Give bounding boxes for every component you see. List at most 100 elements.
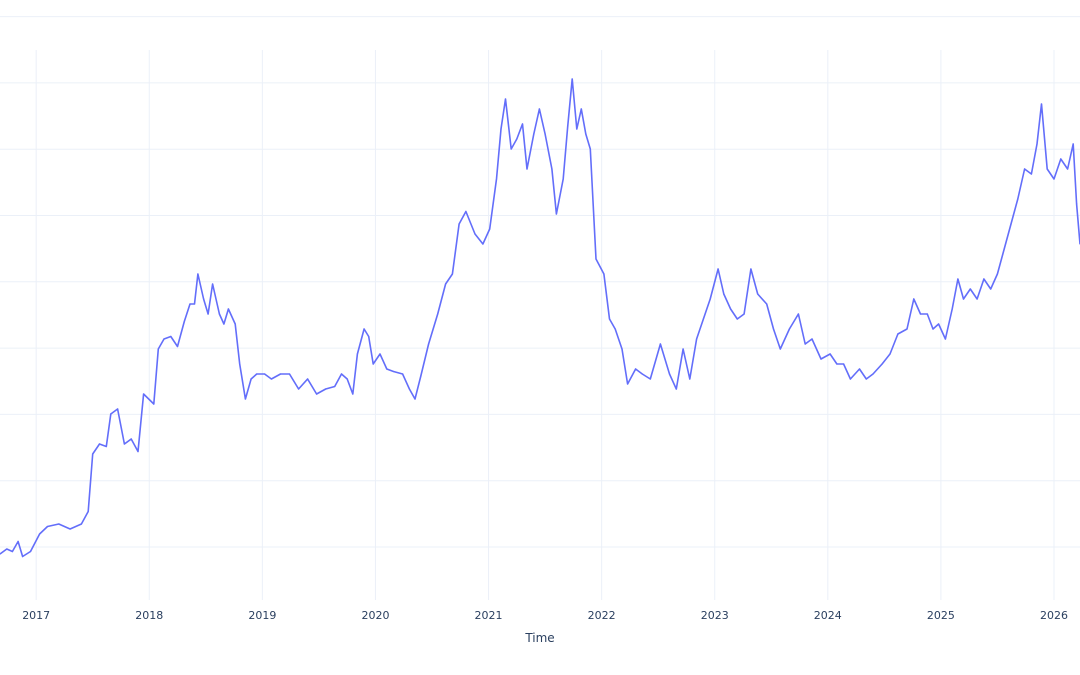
data-point <box>797 313 800 315</box>
data-point <box>1036 143 1038 145</box>
data-point <box>983 278 985 280</box>
data-point <box>603 273 605 275</box>
data-point <box>723 293 725 295</box>
data-point <box>641 373 643 375</box>
data-point <box>510 148 512 150</box>
data-point <box>709 298 711 300</box>
data-point <box>1067 168 1069 170</box>
data-point <box>176 345 179 348</box>
data-point <box>788 328 791 330</box>
data-point <box>1053 178 1055 180</box>
data-point <box>1017 198 1019 200</box>
data-point <box>635 368 637 370</box>
data-point <box>889 353 891 355</box>
data-point <box>123 443 125 445</box>
data-point <box>1076 203 1078 205</box>
data-point <box>428 343 430 345</box>
x-tick-label: 2023 <box>701 609 729 622</box>
data-point <box>743 313 745 315</box>
data-point <box>836 363 838 365</box>
data-point <box>451 273 453 275</box>
x-axis-title: Time <box>524 631 554 645</box>
data-point <box>58 523 60 525</box>
data-point <box>696 338 698 340</box>
data-point <box>256 373 258 375</box>
data-point <box>356 353 358 355</box>
data-point <box>804 343 806 345</box>
data-point <box>811 338 813 340</box>
data-point <box>962 298 965 300</box>
data-point <box>736 318 738 320</box>
data-point <box>197 273 199 275</box>
data-point <box>621 348 623 350</box>
data-point <box>6 548 8 550</box>
data-point <box>69 528 71 530</box>
data-point <box>130 438 132 440</box>
data-point <box>92 453 94 455</box>
data-point <box>334 385 336 388</box>
data-point <box>571 78 573 80</box>
data-point <box>495 178 498 180</box>
data-point <box>957 278 959 280</box>
data-point <box>668 373 671 375</box>
data-point <box>372 363 374 365</box>
data-point <box>105 445 107 448</box>
data-point <box>500 128 502 130</box>
data-point <box>614 328 616 330</box>
data-point <box>865 378 867 380</box>
data-point <box>340 373 343 375</box>
x-tick-label: 2024 <box>814 609 842 622</box>
data-point <box>1072 143 1074 145</box>
x-gridlines <box>35 50 1055 600</box>
data-point <box>386 368 388 370</box>
data-point <box>913 298 915 300</box>
data-point <box>163 338 165 340</box>
data-point <box>675 388 677 390</box>
x-tick-label: 2018 <box>135 609 163 622</box>
data-point <box>207 313 209 315</box>
data-point <box>307 378 309 380</box>
data-point <box>1030 173 1032 175</box>
data-point <box>239 363 241 365</box>
data-point <box>906 328 908 330</box>
data-point <box>849 378 852 380</box>
data-point <box>87 510 89 513</box>
data-point <box>39 533 41 535</box>
data-point <box>346 378 348 380</box>
data-point <box>820 358 822 360</box>
data-point <box>538 108 541 110</box>
x-tick-label: 2026 <box>1040 609 1068 622</box>
data-point <box>110 413 112 415</box>
data-point <box>544 133 546 135</box>
data-point <box>576 128 578 130</box>
data-point <box>445 283 447 285</box>
data-point <box>170 335 172 338</box>
data-point <box>325 388 327 390</box>
data-point <box>363 328 365 330</box>
data-point <box>897 333 899 335</box>
data-point <box>1060 158 1062 160</box>
data-point <box>750 268 752 270</box>
data-point <box>926 313 928 315</box>
data-point <box>938 323 940 325</box>
data-point <box>730 308 732 310</box>
y-gridlines <box>0 16 1080 548</box>
data-point <box>352 393 354 395</box>
data-point <box>0 553 1 555</box>
data-point <box>682 348 684 350</box>
series-layer <box>0 78 1080 558</box>
x-tick-label: 2025 <box>927 609 955 622</box>
data-point <box>203 298 205 300</box>
data-point <box>11 550 13 553</box>
data-point <box>996 273 999 275</box>
x-tick-label: 2022 <box>588 609 616 622</box>
data-point <box>223 323 225 325</box>
data-point <box>189 303 191 305</box>
x-tick-label: 2017 <box>22 609 50 622</box>
data-point <box>489 228 491 230</box>
data-point <box>98 443 101 445</box>
data-point <box>193 303 196 305</box>
data-point <box>316 393 318 395</box>
x-tick-label: 2019 <box>248 609 276 622</box>
